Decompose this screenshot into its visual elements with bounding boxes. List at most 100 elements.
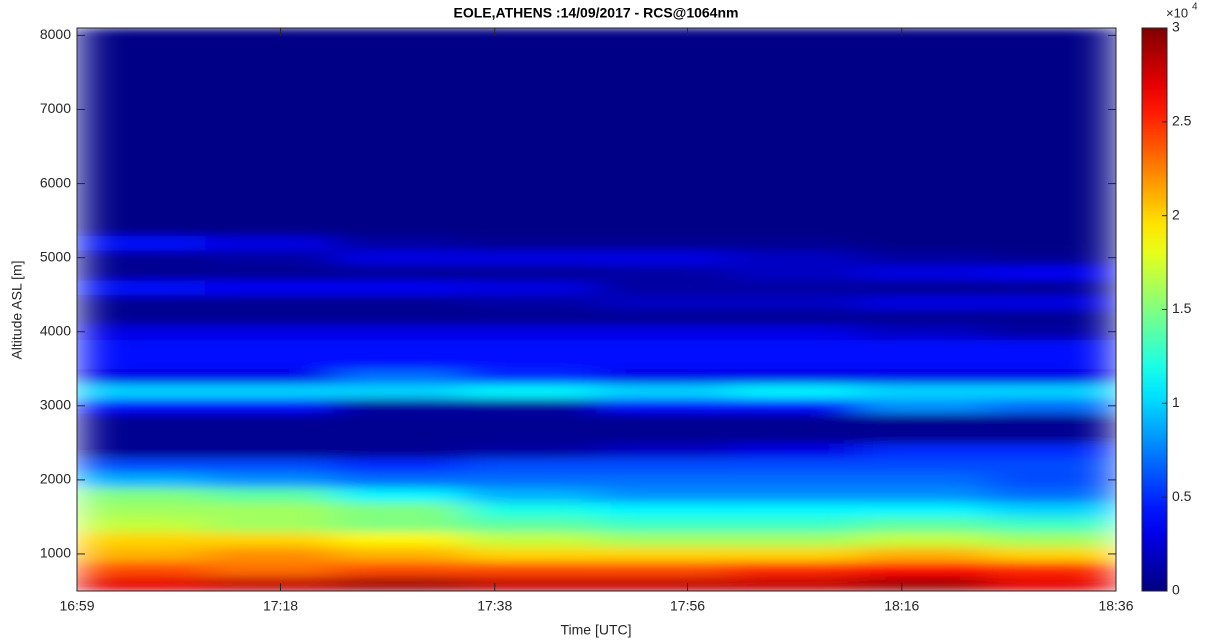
heat-cell <box>729 457 860 473</box>
heat-cell <box>205 234 335 251</box>
heat-cell <box>462 457 597 473</box>
colorbar-tick-label: 2.5 <box>1172 113 1192 129</box>
heat-cell <box>858 471 988 488</box>
heat-cell <box>729 86 860 103</box>
heat-cell <box>858 309 988 325</box>
heat-cell <box>462 516 597 533</box>
heat-cell <box>729 516 860 533</box>
heat-cell <box>858 457 988 473</box>
heat-cell <box>333 116 464 133</box>
heat-cell <box>333 249 464 266</box>
heat-cell <box>596 71 731 88</box>
heat-cell <box>77 397 207 414</box>
heat-cell <box>462 501 597 518</box>
heat-cell <box>858 160 988 177</box>
heat-cell <box>729 575 860 591</box>
heat-cell <box>729 442 860 459</box>
heat-cell <box>596 57 731 73</box>
colorbar-tick-label: 2 <box>1172 206 1180 222</box>
y-tick-label: 1000 <box>40 545 71 561</box>
heat-cell <box>729 220 860 236</box>
heat-cell <box>77 175 207 192</box>
x-tick-label: 16:59 <box>59 598 94 614</box>
heat-cell <box>77 531 207 548</box>
heat-cell <box>77 368 207 385</box>
heat-cell <box>729 397 860 414</box>
heat-cell <box>729 42 860 59</box>
heat-cell <box>205 116 335 133</box>
heat-cell <box>596 249 731 266</box>
heat-cell <box>333 353 464 370</box>
heat-cell <box>205 353 335 370</box>
heat-cell <box>205 368 335 385</box>
heat-cell <box>858 175 988 192</box>
heat-cell <box>462 57 597 73</box>
heat-cell <box>462 264 597 281</box>
heat-cell <box>205 546 335 562</box>
heat-cell <box>596 353 731 370</box>
heat-cell <box>333 294 464 310</box>
heat-cell <box>462 575 597 591</box>
heat-cell <box>596 501 731 518</box>
heat-cell <box>729 501 860 518</box>
heat-cell <box>462 249 597 266</box>
heat-cell <box>333 28 464 44</box>
heat-cell <box>462 353 597 370</box>
x-tick-label: 18:36 <box>1098 598 1133 614</box>
heat-cell <box>205 190 335 207</box>
heat-cell <box>986 116 1116 133</box>
heat-cell <box>462 486 597 503</box>
heat-cell <box>596 205 731 222</box>
heat-cell <box>986 146 1116 162</box>
heat-cell <box>333 368 464 385</box>
heat-cell <box>462 146 597 162</box>
heat-cell <box>205 501 335 518</box>
heat-cell <box>596 234 731 251</box>
heat-cell <box>462 175 597 192</box>
heat-cell <box>858 234 988 251</box>
heat-cell <box>333 309 464 325</box>
heat-cell <box>462 442 597 459</box>
heat-cell <box>333 101 464 118</box>
heat-cell <box>596 116 731 133</box>
heat-cell <box>205 323 335 340</box>
heat-cell <box>462 116 597 133</box>
heat-cell <box>333 42 464 59</box>
y-tick-label: 3000 <box>40 397 71 413</box>
heat-cell <box>333 146 464 162</box>
heatmap <box>77 28 1116 591</box>
heat-cell <box>858 531 988 548</box>
heat-cell <box>596 516 731 533</box>
heat-cell <box>462 190 597 207</box>
heat-cell <box>596 442 731 459</box>
heat-cell <box>77 516 207 533</box>
heat-cell <box>333 442 464 459</box>
heat-cell <box>596 383 731 399</box>
heat-cell <box>205 531 335 548</box>
heat-cell <box>858 412 988 429</box>
heat-cell <box>333 220 464 236</box>
heat-cell <box>986 471 1116 488</box>
y-tick-label: 2000 <box>40 471 71 487</box>
heat-cell <box>729 427 860 444</box>
heat-cell <box>858 368 988 385</box>
heat-cell <box>596 175 731 192</box>
heat-cell <box>205 560 335 577</box>
heat-cell <box>205 131 335 148</box>
heat-cell <box>986 28 1116 44</box>
heat-cell <box>77 353 207 370</box>
y-tick-label: 4000 <box>40 322 71 338</box>
heat-cell <box>77 160 207 177</box>
heat-cell <box>858 57 988 73</box>
heat-cell <box>205 101 335 118</box>
x-tick-label: 18:16 <box>884 598 919 614</box>
heat-cell <box>205 442 335 459</box>
heat-cell <box>333 486 464 503</box>
heat-cell <box>729 279 860 296</box>
heat-cell <box>205 338 335 355</box>
heat-cell <box>205 57 335 73</box>
colorbar-tick-label: 0 <box>1172 582 1180 598</box>
heat-cell <box>77 146 207 162</box>
heat-cell <box>77 383 207 399</box>
heat-cell <box>986 457 1116 473</box>
